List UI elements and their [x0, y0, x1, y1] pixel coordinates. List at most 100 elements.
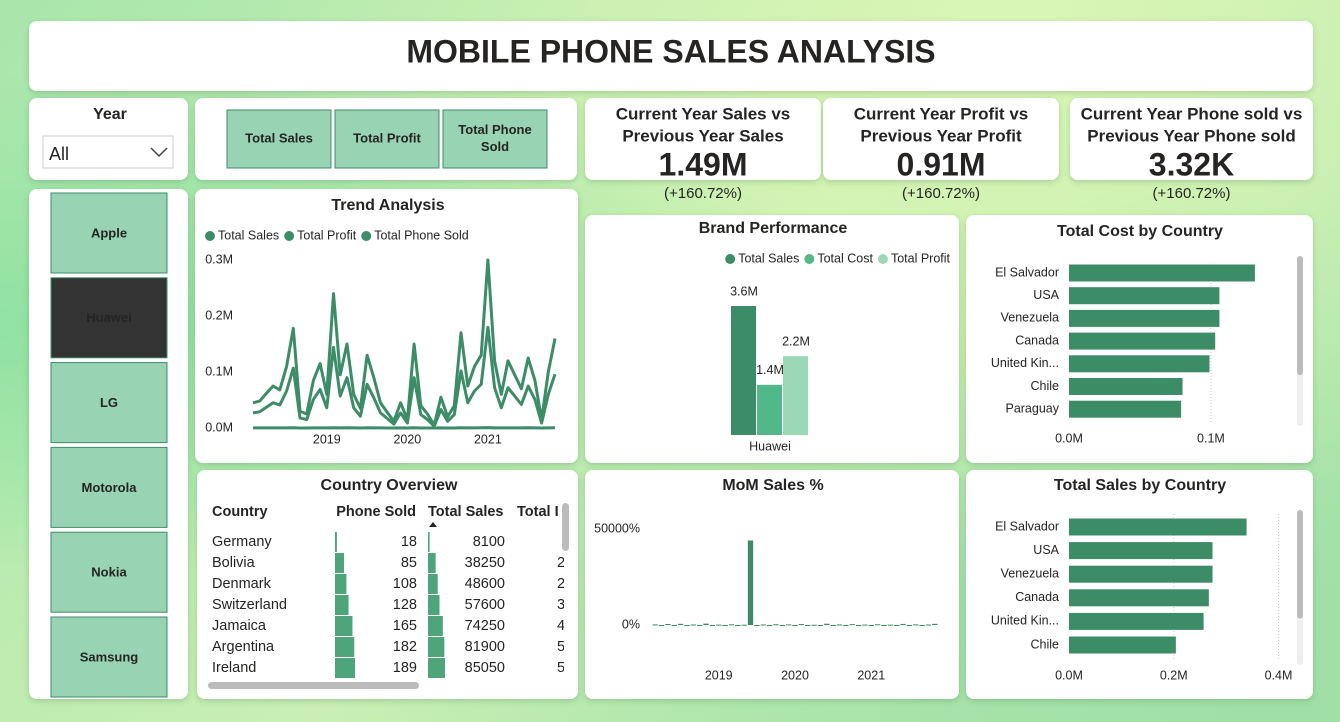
- y-tick-label: El Salvador: [995, 519, 1059, 533]
- scrollbar-thumb[interactable]: [1297, 510, 1303, 619]
- bar: [757, 384, 782, 435]
- cell: 189: [393, 660, 417, 676]
- cell: 57600: [465, 597, 505, 613]
- x-tick-label: 0.2M: [1160, 668, 1188, 682]
- scrollbar-thumb[interactable]: [1297, 256, 1303, 375]
- legend-marker: [725, 254, 736, 264]
- bar: [760, 624, 766, 626]
- brand-button[interactable]: [50, 531, 168, 613]
- measure-button[interactable]: [226, 109, 332, 169]
- data-bar: [335, 616, 353, 636]
- cell: 128: [393, 597, 417, 613]
- bar: [817, 625, 824, 626]
- x-tick-label: 0.4M: [1265, 668, 1293, 682]
- brand-button[interactable]: [50, 362, 168, 444]
- scrollbar-thumb[interactable]: [208, 682, 419, 689]
- panel: [197, 470, 578, 699]
- cell: 38250: [465, 555, 505, 571]
- cell: Ireland: [212, 660, 256, 676]
- legend-label: Total Sales: [738, 251, 799, 265]
- bar: [862, 624, 868, 626]
- bar: [722, 625, 728, 626]
- bar: [658, 625, 665, 626]
- x-tick-label: 2021: [857, 668, 885, 682]
- column-header: Country: [212, 504, 268, 520]
- cell: 48600: [465, 576, 505, 592]
- data-bar: [335, 658, 355, 678]
- bar: [849, 624, 855, 626]
- chart-title: Total Sales by Country: [1054, 477, 1226, 494]
- brand-label: Motorola: [82, 480, 138, 495]
- dropdown-value: All: [49, 144, 69, 164]
- table: Country Phone Sold Total Sales Total I Germa…: [212, 504, 565, 678]
- kpi-title: Current Year Profit vs: [854, 104, 1028, 123]
- bar: [783, 356, 808, 435]
- brand-button[interactable]: [50, 277, 168, 359]
- data-bar: [335, 553, 344, 573]
- data-label: 2.2M: [782, 334, 810, 348]
- cell: 8100: [473, 534, 505, 550]
- data-bar: [428, 637, 445, 657]
- bar: [913, 624, 919, 626]
- y-tick-label: Canada: [1015, 333, 1059, 347]
- x-tick-label: 2020: [393, 432, 421, 446]
- bar: [1069, 589, 1209, 607]
- legend-label: Total Profit: [297, 228, 357, 242]
- data-bar: [335, 532, 337, 552]
- y-tick-label: 50000%: [594, 521, 640, 535]
- legend-label: Total Phone Sold: [374, 228, 469, 242]
- button-label: Total Profit: [353, 130, 421, 145]
- measure-button[interactable]: [334, 109, 440, 169]
- bar: [728, 624, 735, 626]
- x-tick-label: 2019: [313, 432, 341, 446]
- x-tick-label: 2021: [474, 432, 502, 446]
- bar: [1069, 565, 1213, 583]
- data-bar: [428, 658, 445, 678]
- y-tick-label: 0.2M: [205, 308, 233, 322]
- y-tick-label: Chile: [1031, 379, 1060, 393]
- kpi-value: 1.49M: [659, 146, 748, 182]
- scrollbar-thumb[interactable]: [562, 503, 569, 551]
- cell: 74250: [465, 618, 505, 634]
- x-tick-label: 2020: [781, 668, 809, 682]
- bar: [1069, 264, 1255, 282]
- cell: 108: [393, 576, 417, 592]
- bar: [887, 624, 894, 626]
- button-label: Sold: [481, 139, 509, 154]
- bar: [1069, 332, 1216, 350]
- legend-item: Total Sales: [205, 228, 279, 242]
- bar: [1069, 400, 1182, 418]
- bar: [798, 624, 805, 626]
- bar: [773, 624, 779, 626]
- x-tick-label: 0.0M: [1055, 431, 1083, 445]
- cell: Bolivia: [212, 555, 256, 571]
- bar: [716, 624, 722, 626]
- bar: [900, 623, 906, 625]
- cell: 18: [401, 534, 417, 550]
- y-tick-label: USA: [1033, 543, 1059, 557]
- cell: 85: [401, 555, 417, 571]
- bar: [906, 625, 913, 626]
- cell: 165: [393, 618, 417, 634]
- brand-button[interactable]: [50, 616, 168, 698]
- bar: [919, 625, 925, 626]
- x-tick-label: 0.0M: [1055, 668, 1083, 682]
- chart-title: Total Cost by Country: [1057, 223, 1223, 240]
- cell: Argentina: [212, 639, 275, 655]
- data-bar: [335, 574, 347, 594]
- legend-item: Total Profit: [284, 228, 357, 242]
- bar: [824, 623, 830, 625]
- column-header: Total I: [517, 504, 559, 520]
- y-tick-label: Chile: [1031, 637, 1060, 651]
- dropdown[interactable]: [42, 135, 174, 169]
- cell: 4: [557, 618, 565, 634]
- legend-label: Total Profit: [891, 251, 951, 265]
- bar: [792, 625, 798, 626]
- cell: Jamaica: [212, 618, 267, 634]
- brand-button[interactable]: [50, 192, 168, 274]
- kpi-change: (+160.72%): [1153, 185, 1231, 202]
- bar: [735, 625, 741, 626]
- brand-button[interactable]: [50, 446, 168, 528]
- measure-button[interactable]: [442, 109, 548, 169]
- data-bar: [428, 616, 443, 636]
